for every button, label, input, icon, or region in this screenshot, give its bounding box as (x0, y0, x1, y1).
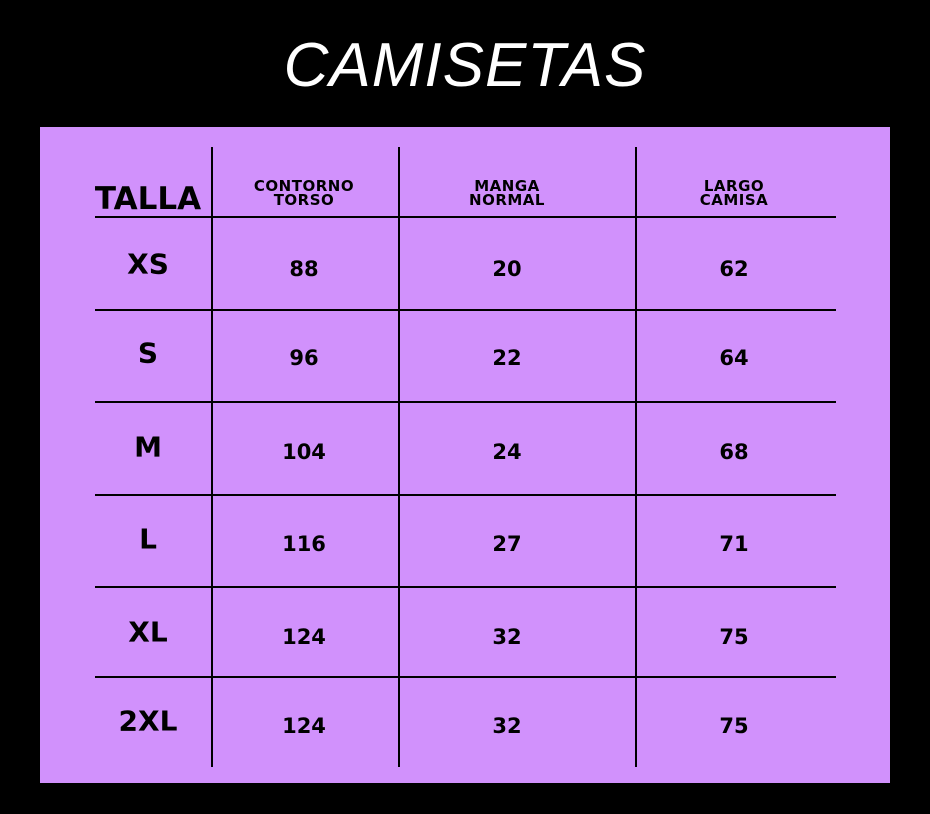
table-cell: 71 (719, 532, 749, 556)
size-label: M (134, 430, 162, 464)
table-cell: 32 (492, 714, 522, 738)
size-label: XS (127, 247, 169, 281)
table-cell: 88 (289, 257, 319, 281)
column-divider (635, 147, 637, 767)
row-divider (95, 309, 836, 311)
table-cell: 27 (492, 532, 522, 556)
size-label: L (139, 522, 157, 556)
table-cell: 75 (719, 714, 749, 738)
row-divider (95, 676, 836, 678)
column-header: CONTORNO TORSO (253, 177, 355, 209)
page-title: CAMISETAS (283, 31, 647, 100)
table-cell: 20 (492, 257, 522, 281)
column-header: TALLA (94, 181, 202, 217)
table-cell: 64 (719, 346, 749, 370)
column-divider (398, 147, 400, 767)
column-divider (211, 147, 213, 767)
table-cell: 62 (719, 257, 749, 281)
table-cell: 124 (282, 625, 326, 649)
row-divider (95, 494, 836, 496)
table-cell: 75 (719, 625, 749, 649)
table-cell: 22 (492, 346, 522, 370)
table-cell: 68 (719, 440, 749, 464)
size-label: S (137, 336, 159, 370)
row-divider (95, 401, 836, 403)
size-label: 2XL (118, 704, 178, 738)
table-cell: 116 (282, 532, 326, 556)
table-cell: 32 (492, 625, 522, 649)
row-divider (95, 216, 836, 218)
size-label: XL (128, 615, 168, 649)
column-header: MANGA NORMAL (469, 177, 545, 209)
table-cell: 96 (289, 346, 319, 370)
row-divider (95, 586, 836, 588)
table-cell: 104 (282, 440, 326, 464)
table-cell: 124 (282, 714, 326, 738)
table-cell: 24 (492, 440, 522, 464)
size-table: TALLA CONTORNO TORSO MANGA NORMAL LARGO CAMISA… (40, 127, 890, 783)
column-header: LARGO CAMISA (699, 177, 769, 209)
